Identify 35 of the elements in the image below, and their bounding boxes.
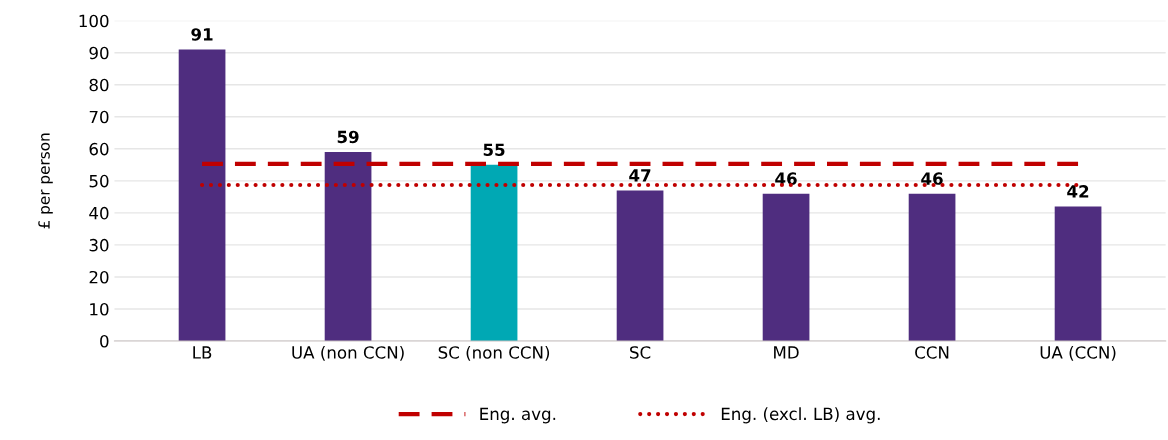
data-label: 91 — [191, 28, 213, 41]
legend-label: Eng. avg. — [480, 407, 556, 424]
legend-label: Eng. (excl. LB) avg. — [721, 407, 880, 424]
y-tick-label: 0 — [100, 334, 109, 348]
x-tick-label: LB — [193, 346, 212, 359]
y-tick-label: 40 — [89, 206, 109, 220]
x-tick-label: UA (CCN) — [1040, 345, 1116, 361]
y-axis-title: £ per person — [38, 133, 53, 229]
bar — [616, 190, 664, 341]
data-label: 46 — [775, 172, 797, 185]
x-tick-label: UA (non CCN) — [292, 345, 404, 361]
data-label: 47 — [629, 169, 651, 182]
bar — [908, 193, 956, 341]
bar — [1054, 206, 1102, 341]
y-tick-label: 100 — [79, 14, 109, 28]
data-label: 55 — [483, 143, 505, 157]
y-tick-label: 90 — [89, 46, 109, 60]
x-tick-label: MD — [774, 346, 799, 359]
y-tick-label: 50 — [89, 174, 109, 188]
bar — [178, 49, 226, 341]
data-label: 59 — [337, 130, 359, 144]
x-tick-label: SC (non CCN) — [438, 345, 550, 361]
x-tick-label: SC — [630, 346, 651, 359]
y-tick-label: 10 — [90, 302, 109, 316]
y-tick-label: 60 — [89, 142, 109, 156]
data-label: 42 — [1067, 185, 1089, 198]
bar — [324, 152, 372, 341]
x-tick-label: CCN — [915, 346, 949, 359]
y-tick-label: 30 — [89, 238, 109, 252]
y-tick-label: 80 — [89, 78, 109, 92]
bar — [762, 193, 810, 341]
y-tick-label: 20 — [89, 270, 109, 284]
y-tick-label: 70 — [89, 110, 109, 124]
data-label: 46 — [921, 172, 943, 185]
bar — [470, 164, 518, 341]
